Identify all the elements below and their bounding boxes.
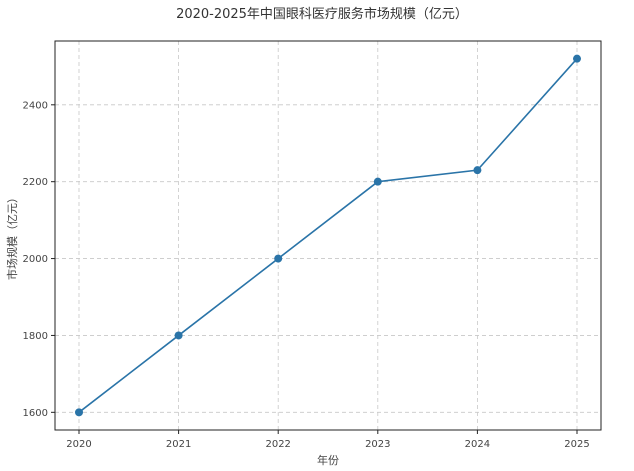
- x-tick-label: 2022: [265, 439, 290, 450]
- y-tick-label: 2200: [23, 177, 48, 188]
- series-group: [75, 54, 581, 417]
- x-tick-label: 2023: [365, 439, 390, 450]
- y-axis-label: 市场规模（亿元）: [5, 192, 19, 280]
- y-tick-label: 1800: [23, 331, 48, 342]
- x-axis-label: 年份: [317, 453, 339, 467]
- x-tick-label: 2021: [166, 439, 191, 450]
- chart-title: 2020-2025年中国眼科医疗服务市场规模（亿元）: [176, 6, 468, 22]
- x-tick-label: 2025: [564, 439, 589, 450]
- data-point: [75, 408, 83, 417]
- series-line: [78, 58, 578, 413]
- x-tick-label: 2020: [66, 439, 91, 450]
- grid: [55, 41, 601, 430]
- y-tick-label: 2400: [23, 100, 48, 111]
- data-point: [373, 177, 382, 186]
- axes: 2020 2021 2022 2023 2024 2025 1600 1800 2000 2200…: [23, 100, 590, 450]
- x-tick-label: 2024: [465, 439, 490, 450]
- data-point: [473, 166, 482, 175]
- data-point: [573, 54, 581, 63]
- plot-frame: [54, 40, 602, 431]
- y-tick-label: 2000: [23, 254, 48, 265]
- data-point: [274, 254, 283, 263]
- y-tick-label: 1600: [23, 408, 48, 419]
- data-point: [174, 331, 183, 340]
